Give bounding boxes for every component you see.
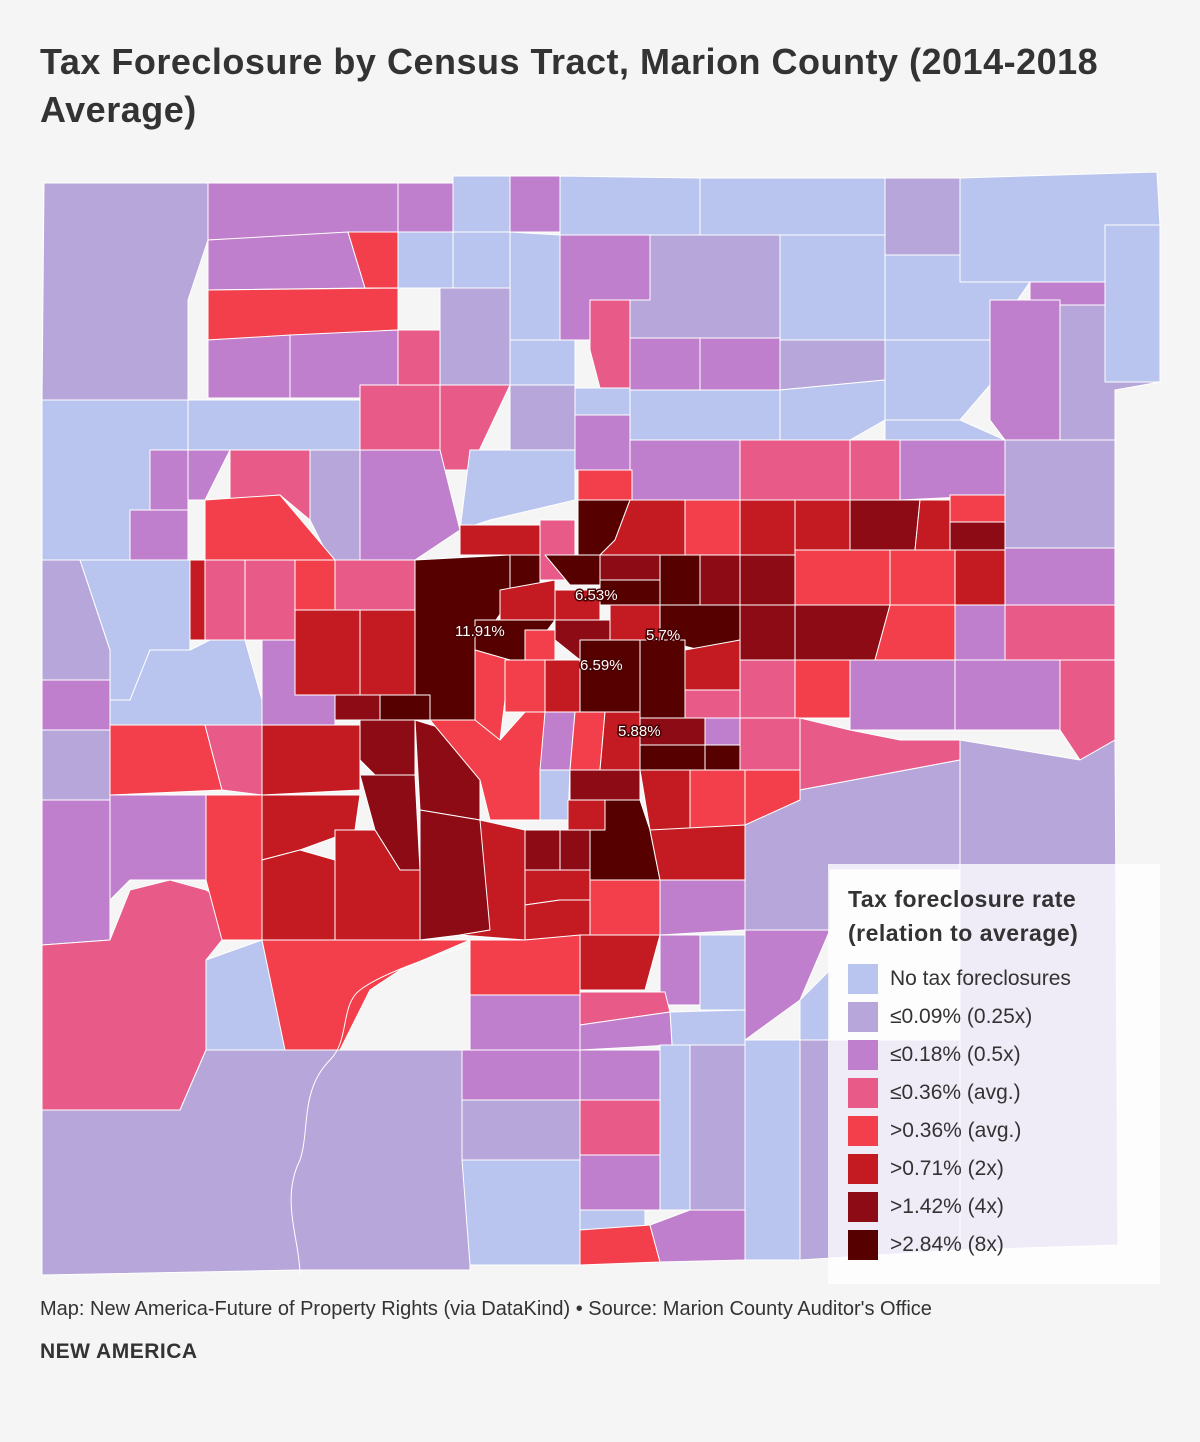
page-title: Tax Foreclosure by Census Tract, Marion …	[40, 41, 1099, 130]
legend-label: ≤0.09% (0.25x)	[890, 1005, 1033, 1028]
tract[interactable]	[205, 794, 263, 941]
legend-label: >0.36% (avg.)	[890, 1119, 1022, 1142]
legend-swatch	[848, 1192, 878, 1222]
legend-swatch	[848, 1116, 878, 1146]
tract[interactable]	[579, 1154, 661, 1211]
legend-swatch	[848, 964, 878, 994]
tract[interactable]	[459, 819, 526, 941]
tract[interactable]	[261, 794, 361, 861]
map-label-tract-5: 5.88%	[618, 723, 661, 740]
tract[interactable]	[261, 724, 361, 796]
legend-label: >2.84% (8x)	[890, 1233, 1004, 1256]
legend-item: No tax foreclosures	[848, 960, 1071, 998]
legend-item: ≤0.18% (0.5x)	[848, 1036, 1071, 1074]
legend-item: >2.84% (8x)	[848, 1226, 1071, 1264]
legend-title: Tax foreclosure rate (relation to averag…	[848, 886, 1079, 946]
legend-item: >0.71% (2x)	[848, 1150, 1071, 1188]
legend-swatch	[848, 1154, 878, 1184]
tract[interactable]	[459, 449, 576, 531]
legend-label: >0.71% (2x)	[890, 1157, 1004, 1180]
legend-swatch	[848, 1040, 878, 1070]
source-caption: Map: New America-Future of Property Righ…	[40, 1298, 932, 1320]
legend-item: >0.36% (avg.)	[848, 1112, 1071, 1150]
map-label-tract-4: 6.59%	[580, 657, 623, 674]
map-label-tract-3: 5.7%	[646, 627, 680, 644]
tract[interactable]	[359, 449, 461, 561]
legend-item: >1.42% (4x)	[848, 1188, 1071, 1226]
legend-swatch	[848, 1002, 878, 1032]
legend-swatch	[848, 1230, 878, 1260]
map-label-tract-2: 6.53%	[575, 587, 618, 604]
brand-logo-text: NEW AMERICA	[40, 1340, 198, 1363]
legend-label: No tax foreclosures	[890, 967, 1071, 990]
tract[interactable]	[649, 1209, 746, 1263]
legend-label: ≤0.18% (0.5x)	[890, 1043, 1021, 1066]
river-line	[290, 944, 471, 1276]
legend-item: ≤0.36% (avg.)	[848, 1074, 1071, 1112]
tract[interactable]	[524, 629, 556, 661]
map-legend: Tax foreclosure rate (relation to averag…	[828, 864, 1160, 1284]
legend-swatch	[848, 1078, 878, 1108]
tract[interactable]	[579, 934, 661, 991]
legend-item: ≤0.09% (0.25x)	[848, 998, 1071, 1036]
tract[interactable]	[779, 379, 886, 441]
legend-label: >1.42% (4x)	[890, 1195, 1004, 1218]
legend-label: ≤0.36% (avg.)	[890, 1081, 1021, 1104]
tract[interactable]	[229, 449, 311, 521]
map-label-tract-1: 11.91%	[455, 623, 505, 640]
legend-list: No tax foreclosures ≤0.09% (0.25x) ≤0.18…	[848, 960, 1071, 1264]
